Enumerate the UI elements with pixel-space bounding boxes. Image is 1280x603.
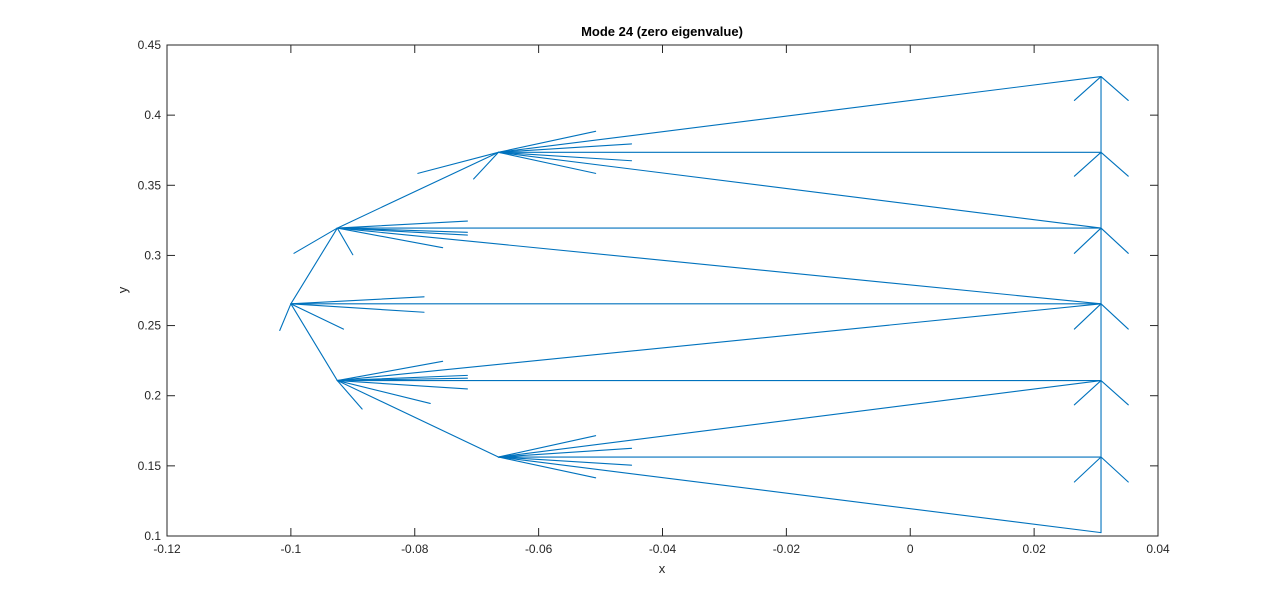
x-tick-label: -0.04 bbox=[649, 542, 677, 556]
arrow-segment-26 bbox=[290, 296, 425, 305]
member-segment-11 bbox=[497, 456, 1102, 534]
x-tick-label: -0.08 bbox=[401, 542, 429, 556]
y-tick-label: 0.4 bbox=[144, 108, 161, 122]
plot-lines bbox=[279, 76, 1129, 534]
arrow-segment-8 bbox=[1073, 380, 1102, 406]
arrow-segment-17 bbox=[497, 151, 633, 162]
x-axis-label: x bbox=[659, 561, 666, 576]
member-segment-1 bbox=[497, 76, 1102, 153]
y-axis-ticks: 0.1 0.15 0.2 0.25 0.3 0.35 0.4 0.45 bbox=[138, 38, 1158, 543]
x-tick-label: -0.06 bbox=[525, 542, 553, 556]
arrow-segment-18 bbox=[293, 227, 338, 254]
y-axis-label: y bbox=[115, 286, 130, 293]
x-tick-label: 0.04 bbox=[1146, 542, 1170, 556]
arrow-segment-5 bbox=[1100, 227, 1129, 254]
member-segment-15 bbox=[336, 380, 499, 458]
arrow-segment-25 bbox=[290, 303, 345, 330]
y-tick-label: 0.2 bbox=[144, 389, 161, 403]
chart-title: Mode 24 (zero eigenvalue) bbox=[581, 24, 743, 39]
arrow-segment-13 bbox=[473, 151, 499, 180]
arrow-segment-34 bbox=[497, 435, 597, 458]
member-segment-12 bbox=[336, 151, 499, 229]
arrow-segment-19 bbox=[336, 227, 354, 256]
y-tick-label: 0.15 bbox=[138, 459, 162, 473]
y-tick-label: 0.45 bbox=[138, 38, 162, 52]
arrow-segment-23 bbox=[336, 227, 444, 249]
arrow-segment-24 bbox=[279, 303, 292, 332]
member-segment-9 bbox=[497, 380, 1102, 458]
arrow-segment-9 bbox=[1100, 380, 1129, 406]
member-segment-5 bbox=[336, 227, 1102, 305]
member-segment-14 bbox=[290, 303, 338, 382]
arrow-segment-35 bbox=[497, 447, 633, 458]
member-segment-13 bbox=[290, 227, 338, 305]
arrow-segment-11 bbox=[1100, 456, 1129, 483]
member-segment-3 bbox=[497, 151, 1102, 229]
arrow-segment-7 bbox=[1100, 303, 1129, 330]
arrow-segment-15 bbox=[497, 151, 597, 174]
member-segment-7 bbox=[336, 303, 1102, 382]
x-tick-label: -0.1 bbox=[281, 542, 302, 556]
x-tick-label: 0 bbox=[907, 542, 914, 556]
arrow-segment-27 bbox=[290, 303, 425, 313]
arrow-segment-14 bbox=[497, 130, 597, 153]
x-axis-ticks: -0.12 -0.1 -0.08 -0.06 -0.04 -0.02 0 0.02 0.04 bbox=[153, 45, 1170, 556]
y-tick-label: 0.3 bbox=[144, 248, 161, 262]
x-tick-label: 0.02 bbox=[1022, 542, 1046, 556]
arrow-segment-4 bbox=[1073, 227, 1102, 254]
arrow-segment-28 bbox=[336, 380, 363, 410]
x-tick-label: -0.02 bbox=[773, 542, 801, 556]
x-tick-label: -0.12 bbox=[153, 542, 181, 556]
arrow-segment-6 bbox=[1073, 303, 1102, 330]
y-tick-label: 0.1 bbox=[144, 529, 161, 543]
y-tick-label: 0.35 bbox=[138, 178, 162, 192]
arrow-segment-33 bbox=[336, 380, 468, 390]
arrow-segment-2 bbox=[1073, 151, 1102, 177]
arrow-segment-32 bbox=[336, 377, 468, 382]
arrow-segment-36 bbox=[497, 456, 633, 466]
arrow-segment-37 bbox=[497, 456, 597, 479]
arrow-segment-1 bbox=[1100, 76, 1129, 101]
arrow-segment-3 bbox=[1100, 151, 1129, 177]
arrow-segment-10 bbox=[1073, 456, 1102, 483]
arrow-segment-20 bbox=[336, 220, 468, 229]
y-tick-label: 0.25 bbox=[138, 319, 162, 333]
arrow-segment-29 bbox=[336, 380, 431, 404]
arrow-segment-0 bbox=[1073, 76, 1102, 101]
arrow-segment-30 bbox=[336, 360, 444, 382]
arrow-segment-22 bbox=[336, 227, 468, 233]
arrow-segment-12 bbox=[417, 151, 499, 174]
arrow-segment-16 bbox=[497, 143, 633, 153]
